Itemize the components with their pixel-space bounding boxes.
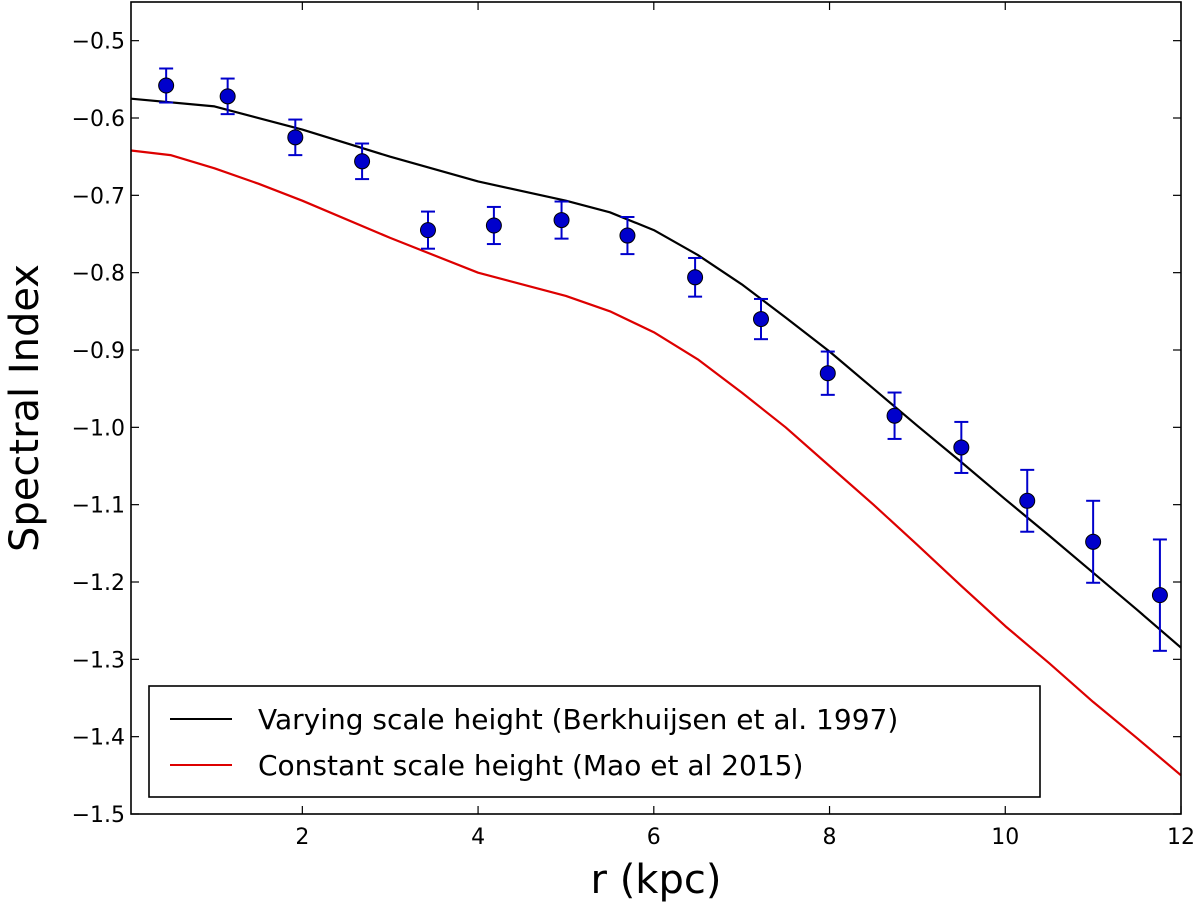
legend-label-constant: Constant scale height (Mao et al 2015) [258, 749, 803, 782]
data-point [953, 439, 970, 456]
y-tick-label: −1.1 [72, 494, 125, 519]
y-tick-label: −1.2 [72, 571, 125, 596]
data-point [1151, 587, 1168, 604]
legend-box [148, 685, 1041, 798]
data-point [687, 269, 704, 286]
y-tick-label: −1.3 [72, 648, 125, 673]
y-tick-label: −1.5 [72, 803, 125, 828]
data-point [419, 222, 436, 239]
data-point [287, 129, 304, 146]
y-tick-label: −0.7 [72, 184, 125, 209]
data-point [886, 407, 903, 424]
x-tick-label: 4 [471, 825, 485, 850]
data-point [354, 153, 371, 170]
data-point [219, 88, 236, 105]
y-tick-label: −0.5 [72, 30, 125, 55]
data-point [819, 365, 836, 382]
y-tick-label: −1.4 [72, 726, 125, 751]
y-axis-title: Spectral Index [2, 264, 48, 552]
y-tick-label: −0.8 [72, 262, 125, 287]
data-point [553, 212, 570, 229]
series-line-1 [130, 149, 1182, 777]
y-tick-label: −1.0 [72, 416, 125, 441]
series-lines [130, 97, 1182, 777]
data-point [1019, 492, 1036, 509]
x-tick-label: 8 [823, 825, 837, 850]
legend: Varying scale height (Berkhuijsen et al.… [148, 685, 1041, 798]
x-axis-title: r (kpc) [591, 857, 722, 903]
data-point [619, 227, 636, 244]
x-tick-label: 2 [295, 825, 309, 850]
y-tick-label: −0.6 [72, 107, 125, 132]
x-tick-label: 6 [647, 825, 661, 850]
data-point [158, 77, 175, 94]
x-tick-label: 12 [1167, 825, 1195, 850]
series-line-0 [130, 97, 1182, 649]
data-point [753, 311, 769, 328]
data-points [158, 67, 1168, 652]
x-tick-label: 10 [991, 825, 1019, 850]
data-point [485, 217, 502, 234]
data-point [1085, 533, 1102, 550]
plot-frame [130, 1, 1182, 815]
y-tick-label: −0.9 [72, 339, 125, 364]
legend-label-varying: Varying scale height (Berkhuijsen et al.… [258, 703, 898, 736]
axis-ticks: 2 4 6 8 10 12 −0.5 −0.6 −0.7 −0.8 −0.9 −1.0 −1.1 −1.2… [72, 2, 1195, 850]
